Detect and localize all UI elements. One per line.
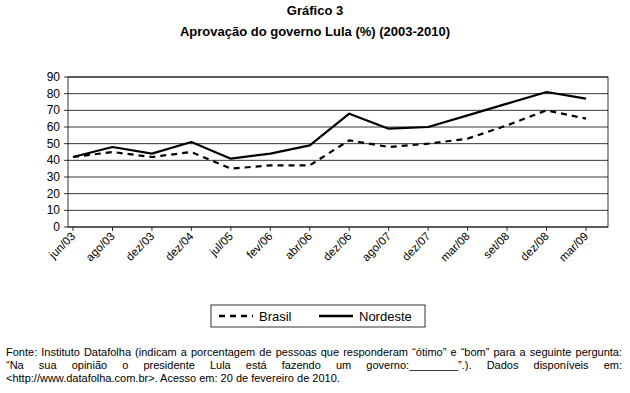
- grid-line: [68, 143, 608, 144]
- y-tick: [64, 193, 68, 194]
- y-tick-label: 80: [47, 87, 61, 101]
- legend-swatch: [319, 315, 353, 318]
- y-tick: [64, 77, 68, 78]
- x-tick-label: dez/06: [321, 230, 354, 263]
- x-tick-label: jun/03: [46, 230, 77, 261]
- x-tick: [112, 227, 113, 231]
- grid-line: [68, 160, 608, 161]
- grid-line: [68, 127, 608, 128]
- y-tick: [64, 177, 68, 178]
- x-tick: [349, 227, 350, 231]
- x-tick: [388, 227, 389, 231]
- y-tick: [64, 227, 68, 228]
- x-tick-label: jul/05: [207, 230, 236, 259]
- x-tick-label: mar/08: [438, 230, 472, 264]
- y-tick: [64, 210, 68, 211]
- x-tick: [191, 227, 192, 231]
- y-tick-label: 10: [47, 203, 61, 217]
- y-tick-label: 20: [47, 187, 61, 201]
- title: Gráfico 3: [287, 3, 343, 18]
- legend-label: Nordeste: [359, 309, 412, 324]
- y-tick: [64, 160, 68, 161]
- plot-frame: [68, 77, 608, 227]
- x-tick-label: dez/07: [400, 230, 433, 263]
- y-tick: [64, 143, 68, 144]
- y-tick: [64, 93, 68, 94]
- x-tick-label: dez/04: [163, 230, 196, 263]
- subtitle: Aprovação do governo Lula (%) (2003-2010…: [180, 24, 450, 39]
- x-tick: [309, 227, 310, 231]
- x-tick: [546, 227, 547, 231]
- legend-label: Brasil: [259, 309, 292, 324]
- x-tick-label: ago/07: [360, 230, 393, 263]
- y-tick: [64, 110, 68, 111]
- y-tick-label: 90: [47, 70, 61, 84]
- line-0: [73, 110, 586, 168]
- x-tick: [428, 227, 429, 231]
- x-tick-label: mar/09: [557, 230, 591, 264]
- x-tick: [230, 227, 231, 231]
- legend: Brasil Nordeste: [211, 305, 425, 327]
- source-note: Fonte: Instituto Datafolha (indicam a po…: [6, 346, 622, 385]
- grid-line: [68, 93, 608, 94]
- x-tick-label: abr/06: [283, 230, 315, 262]
- x-tick-label: ago/03: [84, 230, 117, 263]
- x-tick: [270, 227, 271, 231]
- legend-box: [211, 305, 425, 327]
- legend-swatch: [219, 315, 253, 318]
- y-tick-label: 60: [47, 120, 61, 134]
- x-tick-label: dez/08: [518, 230, 551, 263]
- line-1: [73, 92, 586, 159]
- grid-line: [68, 110, 608, 111]
- grid-line: [68, 177, 608, 178]
- x-tick: [507, 227, 508, 231]
- x-tick: [467, 227, 468, 231]
- series-group: [73, 92, 586, 169]
- x-tick: [586, 227, 587, 231]
- grid-line: [68, 210, 608, 211]
- y-tick-label: 70: [47, 103, 61, 117]
- y-tick-label: 30: [47, 170, 61, 184]
- y-tick-label: 50: [47, 137, 61, 151]
- x-tick-label: set/08: [481, 230, 512, 261]
- chart: Gráfico 3 Aprovação do governo Lula (%) (…: [0, 0, 630, 393]
- x-tick-label: fev/06: [244, 230, 275, 261]
- x-tick-label: dez/03: [123, 230, 156, 263]
- y-tick-label: 0: [53, 220, 60, 234]
- x-tick: [151, 227, 152, 231]
- y-tick-label: 40: [47, 153, 61, 167]
- grid-line: [68, 193, 608, 194]
- y-tick: [64, 127, 68, 128]
- x-tick: [73, 227, 74, 231]
